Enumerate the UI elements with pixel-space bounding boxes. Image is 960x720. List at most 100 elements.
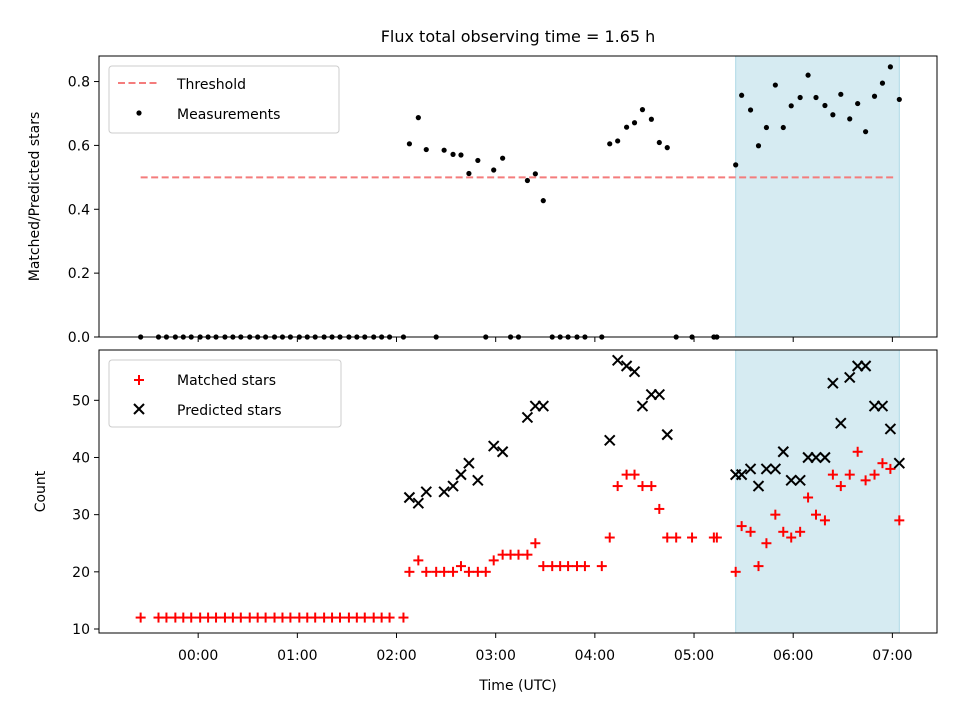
measurement-point bbox=[648, 116, 654, 122]
predicted-star-point bbox=[794, 474, 806, 487]
matched-star-point bbox=[488, 555, 499, 566]
matched-star-point bbox=[786, 532, 797, 543]
predicted-star-point bbox=[835, 417, 847, 429]
measurement-point bbox=[458, 152, 464, 158]
measurement-point bbox=[466, 170, 472, 177]
matched-star-point bbox=[629, 469, 640, 480]
predicted-star-point bbox=[827, 377, 839, 389]
matched-star-point bbox=[235, 612, 246, 623]
matched-star-point bbox=[654, 503, 665, 514]
matched-star-point bbox=[579, 561, 590, 572]
matched-star-point bbox=[310, 612, 321, 623]
measurement-point bbox=[763, 124, 770, 131]
matched-star-point bbox=[359, 612, 370, 623]
predicted-star-point bbox=[447, 480, 459, 492]
measurement-point bbox=[441, 147, 447, 153]
predicted-star-point bbox=[752, 480, 765, 492]
measurement-point bbox=[540, 198, 546, 204]
matched-star-point bbox=[563, 561, 574, 572]
matched-star-point bbox=[778, 526, 789, 537]
matched-star-point bbox=[671, 532, 682, 543]
x-axis-label: Time (UTC) bbox=[478, 678, 556, 694]
matched-star-point bbox=[745, 526, 756, 537]
y-tick-label: 50 bbox=[72, 393, 90, 409]
measurement-point bbox=[887, 64, 893, 70]
x-tick-label: 02:00 bbox=[376, 648, 416, 664]
matched-star-point bbox=[687, 532, 698, 543]
x-tick-label: 03:00 bbox=[476, 648, 516, 664]
measurement-point bbox=[607, 141, 613, 147]
predicted-star-point bbox=[438, 486, 450, 498]
legend-measurements-label: Measurements bbox=[177, 107, 280, 123]
matched-star-point bbox=[522, 549, 533, 560]
measurement-point bbox=[879, 80, 886, 86]
measurement-point bbox=[830, 112, 836, 118]
matched-star-point bbox=[852, 446, 863, 457]
matched-star-point bbox=[827, 469, 838, 480]
predicted-star-point bbox=[819, 451, 831, 464]
matched-star-point bbox=[860, 475, 871, 486]
matched-star-point bbox=[480, 566, 491, 577]
matched-star-point bbox=[285, 612, 296, 623]
predicted-star-point bbox=[636, 400, 649, 412]
matched-star-point bbox=[877, 458, 888, 469]
measurement-point bbox=[524, 177, 531, 184]
legend-measurements-swatch bbox=[136, 110, 142, 116]
matched-star-point bbox=[736, 521, 747, 532]
measurement-point bbox=[491, 167, 497, 173]
predicted-star-point bbox=[844, 371, 856, 384]
matched-star-point bbox=[413, 555, 424, 566]
x-tick-label: 00:00 bbox=[178, 648, 218, 664]
measurement-point bbox=[664, 145, 670, 151]
legend-top bbox=[108, 65, 340, 134]
matched-star-point bbox=[711, 532, 722, 543]
measurement-point bbox=[415, 115, 421, 121]
y-tick-label: 0.4 bbox=[68, 202, 90, 218]
measurement-point bbox=[871, 93, 878, 99]
measurement-point bbox=[788, 103, 794, 109]
matched-star-point bbox=[463, 566, 474, 577]
predicted-star-point bbox=[420, 486, 432, 498]
predicted-star-point bbox=[769, 463, 782, 475]
measurement-point bbox=[755, 143, 762, 149]
matched-star-point bbox=[869, 469, 880, 480]
predicted-star-point bbox=[604, 434, 616, 447]
matched-star-point bbox=[421, 566, 432, 577]
y-axis-label-bottom: Count bbox=[33, 470, 49, 512]
predicted-star-point bbox=[859, 360, 872, 372]
matched-star-point bbox=[612, 481, 623, 492]
measurement-point bbox=[896, 96, 902, 103]
y-axis-label-top: Matched/Predicted stars bbox=[27, 112, 43, 282]
matched-star-point bbox=[604, 532, 615, 543]
matched-star-point bbox=[260, 612, 271, 623]
shaded-region-top bbox=[735, 55, 900, 338]
matched-star-point bbox=[135, 612, 146, 623]
shaded-region-bottom bbox=[735, 349, 900, 634]
measurement-point bbox=[631, 120, 638, 126]
matched-star-point bbox=[646, 481, 657, 492]
measurement-point bbox=[772, 82, 778, 88]
predicted-star-point bbox=[884, 423, 897, 435]
predicted-star-point bbox=[463, 457, 475, 469]
measurement-point bbox=[623, 124, 630, 130]
measurement-point bbox=[805, 72, 811, 78]
predicted-star-point bbox=[521, 411, 534, 424]
x-tick-label: 06:00 bbox=[773, 648, 813, 664]
matched-star-point bbox=[885, 463, 896, 474]
predicted-star-point bbox=[537, 400, 549, 412]
matched-star-point bbox=[384, 612, 395, 623]
matched-star-point bbox=[819, 515, 830, 526]
legend-matched-swatch bbox=[134, 375, 144, 385]
legend-matched-label: Matched stars bbox=[177, 373, 276, 389]
measurement-point bbox=[855, 100, 861, 107]
predicted-star-point bbox=[876, 400, 889, 412]
x-tick-label: 07:00 bbox=[872, 648, 912, 664]
predicted-star-point bbox=[628, 366, 641, 378]
measurement-point bbox=[780, 124, 786, 131]
matched-star-point bbox=[753, 561, 764, 572]
y-tick-label: 0.0 bbox=[68, 330, 90, 346]
matched-star-point bbox=[894, 515, 905, 526]
matched-star-point bbox=[538, 561, 549, 572]
measurement-point bbox=[733, 162, 739, 168]
